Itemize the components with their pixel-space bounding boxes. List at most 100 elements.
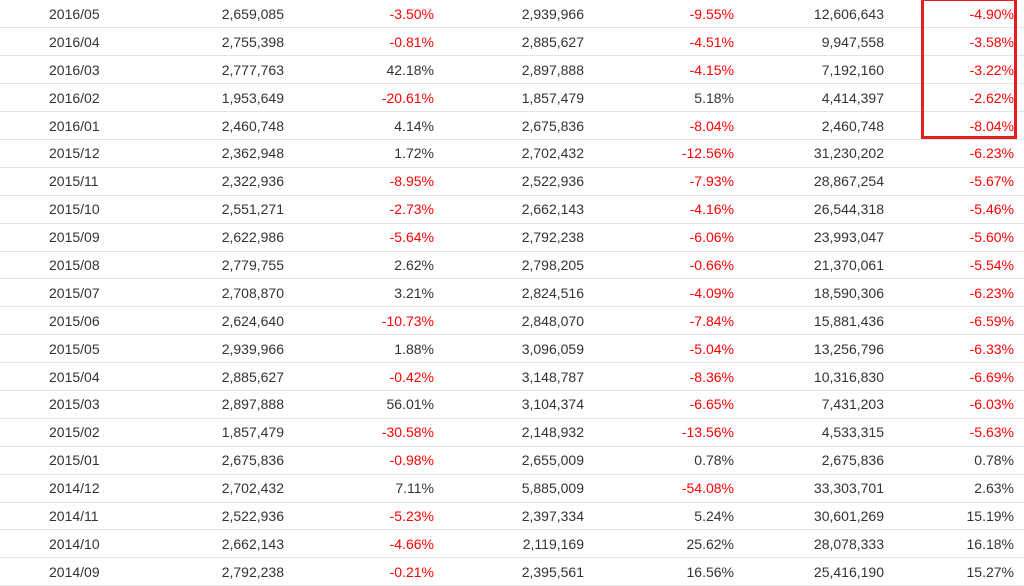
table-row: 2015/06 2,624,640 -10.73% 2,848,070 -7.84% 15…: [0, 306, 1024, 336]
yoy-change-cell: -12.56%: [600, 139, 750, 168]
table-row: 2016/05 2,659,085 -3.50% 2,939,966 -9.55% 12,…: [0, 0, 1024, 29]
monthly-value-cell: 2,755,398: [150, 27, 300, 57]
cumulative-change-cell: -6.23%: [900, 139, 1024, 168]
prior-value-cell: 2,798,205: [450, 251, 600, 280]
cumulative-change-cell: -5.67%: [900, 167, 1024, 196]
cumulative-change-cell: 16.18%: [900, 529, 1024, 559]
cumulative-value-cell: 4,414,397: [750, 83, 900, 113]
table-row: 2015/05 2,939,966 1.88% 3,096,059 -5.04% 13,2…: [0, 334, 1024, 364]
period-cell: 2015/01: [0, 446, 150, 475]
monthly-change-cell: -0.21%: [300, 557, 450, 586]
cumulative-value-cell: 25,416,190: [750, 557, 900, 586]
cumulative-value-cell: 15,881,436: [750, 306, 900, 336]
yoy-change-cell: -4.15%: [600, 55, 750, 85]
period-cell: 2014/12: [0, 474, 150, 503]
prior-value-cell: 2,675,836: [450, 111, 600, 140]
monthly-change-cell: 7.11%: [300, 474, 450, 503]
period-cell: 2014/10: [0, 529, 150, 559]
period-cell: 2015/10: [0, 195, 150, 224]
period-cell: 2016/01: [0, 111, 150, 140]
cumulative-value-cell: 30,601,269: [750, 502, 900, 531]
monthly-value-cell: 2,779,755: [150, 251, 300, 280]
table-row: 2016/02 1,953,649 -20.61% 1,857,479 5.18% 4,4…: [0, 83, 1024, 113]
table-row: 2014/09 2,792,238 -0.21% 2,395,561 16.56% 25,…: [0, 557, 1024, 586]
cumulative-value-cell: 12,606,643: [750, 0, 900, 29]
cumulative-value-cell: 33,303,701: [750, 474, 900, 503]
table-row: 2016/03 2,777,763 42.18% 2,897,888 -4.15% 7,1…: [0, 55, 1024, 85]
yoy-change-cell: -54.08%: [600, 474, 750, 503]
cumulative-change-cell: -2.62%: [900, 83, 1024, 113]
period-cell: 2015/09: [0, 223, 150, 252]
yoy-change-cell: -0.66%: [600, 251, 750, 280]
period-cell: 2015/12: [0, 139, 150, 168]
cumulative-change-cell: 15.19%: [900, 502, 1024, 531]
monthly-change-cell: -3.50%: [300, 0, 450, 29]
period-cell: 2014/09: [0, 557, 150, 586]
monthly-value-cell: 2,708,870: [150, 278, 300, 308]
yoy-change-cell: -13.56%: [600, 418, 750, 447]
cumulative-value-cell: 28,078,333: [750, 529, 900, 559]
prior-value-cell: 3,148,787: [450, 362, 600, 391]
prior-value-cell: 2,148,932: [450, 418, 600, 447]
monthly-change-cell: 1.72%: [300, 139, 450, 168]
monthly-value-cell: 2,362,948: [150, 139, 300, 168]
cumulative-value-cell: 7,431,203: [750, 390, 900, 419]
period-cell: 2015/04: [0, 362, 150, 391]
prior-value-cell: 2,662,143: [450, 195, 600, 224]
monthly-change-cell: 42.18%: [300, 55, 450, 85]
table-row: 2015/01 2,675,836 -0.98% 2,655,009 0.78% 2,67…: [0, 446, 1024, 475]
prior-value-cell: 2,824,516: [450, 278, 600, 308]
yoy-change-cell: -7.93%: [600, 167, 750, 196]
monthly-value-cell: 2,322,936: [150, 167, 300, 196]
yoy-change-cell: -9.55%: [600, 0, 750, 29]
table-row: 2015/03 2,897,888 56.01% 3,104,374 -6.65% 7,4…: [0, 390, 1024, 419]
monthly-change-cell: 2.62%: [300, 251, 450, 280]
table-row: 2014/11 2,522,936 -5.23% 2,397,334 5.24% 30,6…: [0, 502, 1024, 531]
prior-value-cell: 2,395,561: [450, 557, 600, 586]
cumulative-change-cell: -3.58%: [900, 27, 1024, 57]
monthly-value-cell: 1,857,479: [150, 418, 300, 447]
monthly-value-cell: 2,622,986: [150, 223, 300, 252]
cumulative-change-cell: -6.59%: [900, 306, 1024, 336]
table-row: 2015/08 2,779,755 2.62% 2,798,205 -0.66% 21,3…: [0, 251, 1024, 280]
yoy-change-cell: -4.16%: [600, 195, 750, 224]
prior-value-cell: 2,119,169: [450, 529, 600, 559]
cumulative-change-cell: -5.46%: [900, 195, 1024, 224]
yoy-change-cell: -8.04%: [600, 111, 750, 140]
prior-value-cell: 2,702,432: [450, 139, 600, 168]
cumulative-change-cell: 15.27%: [900, 557, 1024, 586]
table-row: 2014/10 2,662,143 -4.66% 2,119,169 25.62% 28,…: [0, 529, 1024, 559]
period-cell: 2015/03: [0, 390, 150, 419]
period-cell: 2016/05: [0, 0, 150, 29]
yoy-change-cell: 5.24%: [600, 502, 750, 531]
cumulative-change-cell: 0.78%: [900, 446, 1024, 475]
monthly-value-cell: 2,460,748: [150, 111, 300, 140]
monthly-change-cell: -4.66%: [300, 529, 450, 559]
monthly-value-cell: 2,792,238: [150, 557, 300, 586]
period-cell: 2016/03: [0, 55, 150, 85]
prior-value-cell: 2,897,888: [450, 55, 600, 85]
cumulative-change-cell: -6.23%: [900, 278, 1024, 308]
cumulative-change-cell: -6.69%: [900, 362, 1024, 391]
monthly-change-cell: -20.61%: [300, 83, 450, 113]
cumulative-value-cell: 4,533,315: [750, 418, 900, 447]
cumulative-change-cell: 2.63%: [900, 474, 1024, 503]
table-row: 2016/01 2,460,748 4.14% 2,675,836 -8.04% 2,46…: [0, 111, 1024, 140]
period-cell: 2015/05: [0, 334, 150, 364]
monthly-change-cell: -0.42%: [300, 362, 450, 391]
table-row: 2016/04 2,755,398 -0.81% 2,885,627 -4.51% 9,9…: [0, 27, 1024, 57]
monthly-change-cell: 1.88%: [300, 334, 450, 364]
monthly-change-cell: 3.21%: [300, 278, 450, 308]
cumulative-change-cell: -6.03%: [900, 390, 1024, 419]
table-row: 2015/04 2,885,627 -0.42% 3,148,787 -8.36% 10,…: [0, 362, 1024, 391]
period-cell: 2015/07: [0, 278, 150, 308]
period-cell: 2016/04: [0, 27, 150, 57]
cumulative-change-cell: -5.54%: [900, 251, 1024, 280]
yoy-change-cell: -6.65%: [600, 390, 750, 419]
prior-value-cell: 3,096,059: [450, 334, 600, 364]
monthly-change-cell: -10.73%: [300, 306, 450, 336]
prior-value-cell: 5,885,009: [450, 474, 600, 503]
prior-value-cell: 2,885,627: [450, 27, 600, 57]
cumulative-value-cell: 26,544,318: [750, 195, 900, 224]
